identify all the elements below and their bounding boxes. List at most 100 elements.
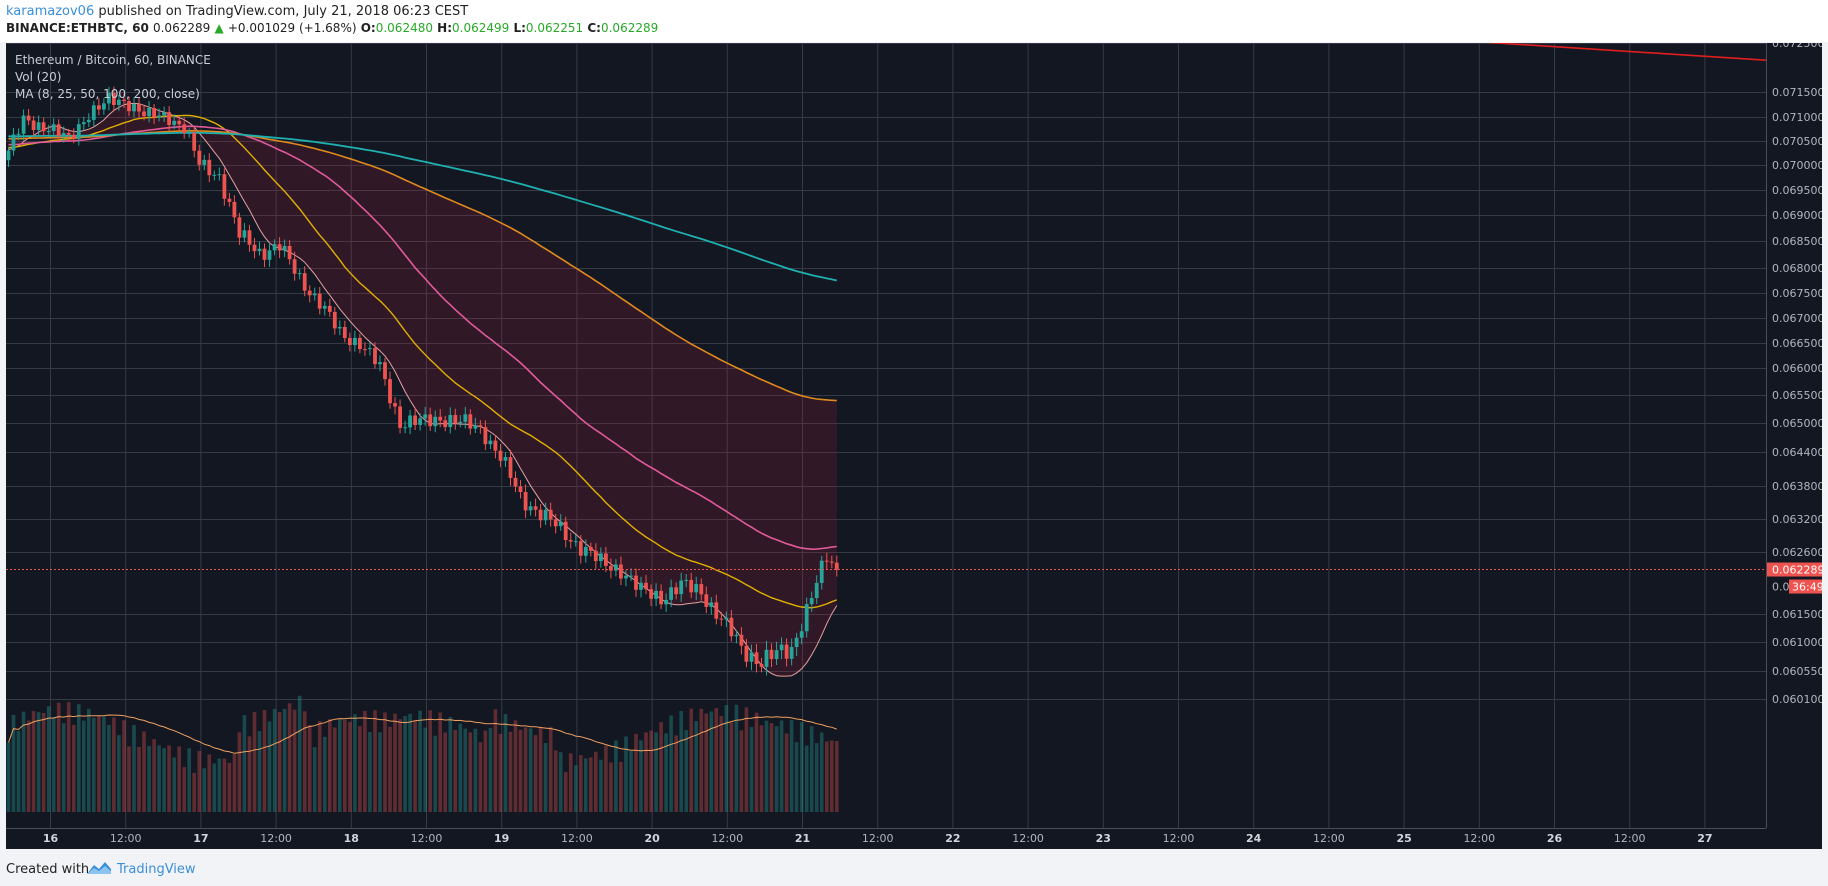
candle	[26, 108, 31, 126]
candle	[513, 471, 518, 493]
volume-bar	[227, 762, 232, 812]
price-tick-label: 0.070000	[1772, 159, 1822, 172]
candle	[824, 552, 829, 570]
volume-bar	[187, 748, 191, 812]
candle	[76, 118, 81, 146]
price-tick-label: 0.060550	[1772, 665, 1822, 678]
volume-bar	[202, 768, 207, 812]
volume-bar	[779, 720, 784, 812]
time-tick-label: 17	[193, 832, 208, 845]
volume-bar	[262, 710, 267, 812]
volume-bar	[488, 727, 493, 812]
time-tick-label: 20	[644, 832, 660, 845]
price-tick-label: 0.066500	[1772, 337, 1822, 350]
volume-bar	[543, 743, 548, 812]
time-tick-label: 12:00	[711, 832, 743, 845]
price-tick-label: 0.067000	[1772, 312, 1822, 325]
candle	[503, 452, 508, 467]
volume-bar	[182, 767, 186, 812]
candle	[599, 547, 603, 568]
candle	[413, 407, 417, 431]
candle	[619, 556, 623, 586]
candle	[468, 409, 473, 435]
candle	[583, 539, 588, 563]
volume-bar	[825, 741, 829, 812]
price-tick-label: 0.060100	[1772, 693, 1822, 706]
volume-bar	[167, 745, 171, 812]
time-tick-label: 12:00	[1614, 832, 1646, 845]
ma8-line	[8, 102, 838, 677]
candle	[182, 117, 187, 139]
candle	[473, 417, 478, 434]
candle	[61, 126, 66, 143]
candle	[292, 251, 297, 281]
candle	[799, 623, 804, 645]
candle	[36, 115, 41, 137]
volume-bar	[222, 758, 227, 812]
volume-bar	[553, 750, 558, 812]
volume-bar	[764, 720, 769, 812]
time-tick-label: 12:00	[110, 832, 142, 845]
legend-volume: Vol (20)	[15, 70, 61, 84]
price-tick-label: 0.063800	[1772, 480, 1822, 493]
volume-bar	[16, 730, 21, 812]
time-tick-label: 26	[1547, 832, 1563, 845]
volume-bar	[629, 751, 633, 812]
volume-bar	[498, 734, 503, 812]
price-chart[interactable]: Ethereum / Bitcoin, 60, BINANCE Vol (20)…	[6, 43, 1822, 849]
candle	[563, 516, 568, 548]
volume-bar	[212, 763, 217, 812]
volume-bar	[252, 712, 257, 812]
candle	[272, 239, 277, 256]
volume-bar	[197, 751, 202, 812]
price-axis[interactable]: 0.072500 0.071500 0.071000 0.070500 0.070000…	[1766, 43, 1822, 828]
volume-bar	[619, 761, 623, 812]
publish-header: karamazov06 published on TradingView.com…	[0, 0, 1828, 42]
volume-bar	[162, 748, 166, 812]
candle	[573, 534, 578, 547]
tradingview-link[interactable]: TradingView	[117, 862, 196, 877]
volume-bar	[97, 715, 101, 812]
volume-bar	[368, 732, 372, 812]
trendline[interactable]	[1441, 43, 1767, 61]
candle	[337, 320, 342, 336]
candle	[277, 237, 282, 259]
volume-bar	[333, 727, 337, 812]
volume-bar	[77, 704, 81, 812]
volume-bar	[458, 723, 463, 812]
candle	[814, 575, 819, 604]
last-price-badge	[1767, 562, 1822, 577]
volume-bar	[192, 772, 196, 812]
candle	[463, 406, 468, 429]
volume-bar	[107, 724, 111, 812]
volume-bar	[302, 711, 307, 812]
chart-overlays	[6, 43, 1767, 571]
time-axis-bg	[6, 828, 1822, 849]
candle	[669, 579, 673, 608]
volume-bar	[272, 708, 277, 812]
time-axis[interactable]: 16 12:00 17 12:00 18 12:00 19 12:00 20 12:00 21 12:…	[6, 828, 1822, 849]
volume-bar	[699, 708, 704, 812]
candle	[167, 106, 171, 131]
candle	[593, 543, 598, 569]
volume-bar	[122, 720, 126, 812]
volume-bar	[739, 730, 744, 812]
author-link[interactable]: karamazov06	[6, 4, 95, 19]
price-tick-label: 0.061000	[1772, 636, 1822, 649]
volume-bar	[558, 752, 563, 812]
time-tick-label: 24	[1246, 832, 1262, 845]
candle	[332, 306, 337, 335]
candle	[117, 94, 121, 111]
candle	[252, 238, 257, 259]
volume-bar	[830, 740, 834, 812]
volume-bar	[478, 742, 483, 812]
volume-bar	[257, 731, 262, 812]
volume-bar	[117, 735, 121, 812]
countdown-badge	[1789, 579, 1822, 594]
volume-bar	[709, 711, 714, 812]
tradingview-logo-icon[interactable]	[86, 860, 112, 876]
volume-bar	[152, 739, 156, 812]
price-tick-label: 0.067500	[1772, 287, 1822, 300]
volume-bar	[66, 702, 71, 812]
candle	[207, 153, 212, 183]
